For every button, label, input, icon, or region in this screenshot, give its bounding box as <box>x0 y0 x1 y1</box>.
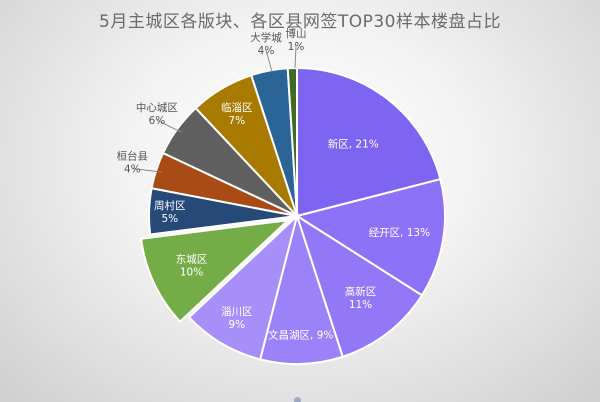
leader-line-博山 <box>294 45 297 69</box>
pagination-dot <box>294 397 301 402</box>
slice-label-桓台县: 桓台县 4% <box>117 149 149 175</box>
pie-slice-东城区 <box>140 218 291 323</box>
slice-label-淄川区: 淄川区 9% <box>221 306 253 331</box>
leader-line-中心城区 <box>156 119 183 133</box>
leader-line-桓台县 <box>132 167 162 173</box>
pie-slice-文昌湖区 <box>258 212 344 365</box>
slice-label-文昌湖区: 文昌湖区, 9% <box>268 328 333 341</box>
slice-label-中心城区: 中心城区 6% <box>136 101 178 127</box>
slice-label-周村区: 周村区 5% <box>154 199 186 225</box>
slice-label-博山: 博山 1% <box>286 27 307 53</box>
slice-label-经开区: 经开区, 13% <box>369 226 431 239</box>
slice-label-高新区: 高新区 11% <box>345 285 377 311</box>
leader-line-大学城 <box>265 49 273 73</box>
chart-title: 5月主城区各版块、各区县网签TOP30样本楼盘占比 <box>99 12 501 32</box>
slice-label-大学城: 大学城 4% <box>250 31 282 57</box>
pie-slice-高新区 <box>295 213 424 359</box>
slice-label-临淄区: 临淄区 7% <box>221 101 253 127</box>
pie-slice-经开区 <box>294 177 446 297</box>
pie-slice-淄川区 <box>187 212 299 361</box>
pie-slice-博山 <box>286 66 298 217</box>
pie-slice-新区 <box>296 66 442 218</box>
slice-label-东城区: 东城区 10% <box>176 253 208 279</box>
slice-label-新区: 新区, 21% <box>328 137 379 150</box>
